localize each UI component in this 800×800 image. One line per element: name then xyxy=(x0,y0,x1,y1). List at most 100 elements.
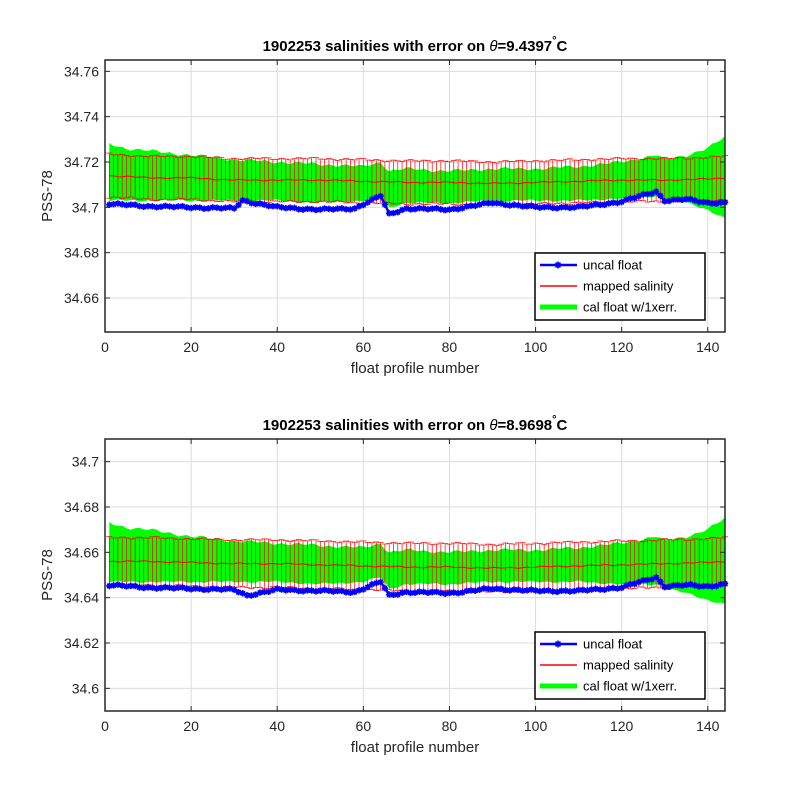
uncal-float-marker xyxy=(420,205,427,212)
uncal-float-marker xyxy=(506,587,513,594)
uncal-float-marker xyxy=(385,591,393,598)
legend-marker xyxy=(554,261,562,269)
uncal-float-marker xyxy=(248,592,255,599)
uncal-float-marker xyxy=(252,591,259,598)
x-tick-label: 20 xyxy=(183,718,199,734)
uncal-float-marker xyxy=(652,574,660,581)
uncal-float-marker xyxy=(243,592,251,599)
uncal-float-marker xyxy=(601,201,608,209)
uncal-float-marker xyxy=(558,587,565,595)
uncal-float-marker xyxy=(187,586,195,593)
uncal-float-marker xyxy=(441,590,449,597)
uncal-float-marker xyxy=(454,205,462,213)
title-prefix: 1902253 salinities with error on xyxy=(263,417,490,434)
uncal-float-marker xyxy=(200,586,208,594)
uncal-float-marker xyxy=(609,199,617,206)
uncal-float-marker xyxy=(476,201,483,208)
uncal-float-marker xyxy=(644,576,651,584)
uncal-float-marker xyxy=(286,586,294,593)
uncal-float-marker xyxy=(454,589,462,597)
x-tick-label: 80 xyxy=(442,339,458,355)
uncal-float-marker xyxy=(106,201,113,208)
axes-frame xyxy=(104,438,726,712)
uncal-float-marker xyxy=(618,198,625,206)
chart-title: 1902253 salinities with error on θ=9.439… xyxy=(263,35,568,55)
uncal-float-marker xyxy=(588,202,595,209)
uncal-float-marker xyxy=(256,589,264,596)
uncal-float-marker xyxy=(166,584,173,591)
uncal-float-marker xyxy=(140,203,147,210)
uncal-float-marker xyxy=(463,203,470,210)
uncal-float-marker xyxy=(683,581,690,589)
uncal-float-marker xyxy=(484,200,492,207)
uncal-float-marker xyxy=(605,585,612,592)
uncal-float-marker xyxy=(700,198,707,206)
uncal-float-marker xyxy=(571,587,578,595)
uncal-float-marker xyxy=(519,587,526,594)
uncal-float-marker xyxy=(480,199,488,207)
uncal-float-marker xyxy=(566,204,574,212)
uncal-float-marker xyxy=(308,205,315,213)
uncal-float-marker xyxy=(381,201,389,208)
uncal-float-marker xyxy=(657,578,664,585)
uncal-float-marker xyxy=(230,586,238,593)
uncal-float-marker xyxy=(179,584,186,591)
uncal-float-marker xyxy=(635,193,643,200)
uncal-float-marker xyxy=(678,582,686,589)
uncal-float-marker xyxy=(282,587,290,594)
uncal-float-marker xyxy=(381,584,389,592)
uncal-float-marker xyxy=(144,584,152,591)
y-tick-label: 34.68 xyxy=(64,245,99,261)
uncal-float-marker xyxy=(317,206,324,213)
uncal-float-marker xyxy=(459,205,466,212)
uncal-float-marker xyxy=(622,196,630,203)
uncal-float-marker xyxy=(605,200,612,207)
uncal-float-marker xyxy=(639,576,647,584)
uncal-float-marker xyxy=(700,582,707,590)
uncal-float-marker xyxy=(317,587,324,595)
uncal-float-marker xyxy=(334,205,341,212)
x-tick-label: 80 xyxy=(442,718,458,734)
uncal-float-marker xyxy=(441,207,449,214)
uncal-float-marker xyxy=(295,587,302,595)
chart-panel-1: 0 20 40 60 80 100 120 140 34.66 34.68 34.7 34.72 34.… xyxy=(39,35,729,377)
uncal-float-marker xyxy=(235,201,242,209)
chart-panel-2: 0 20 40 60 80 100 120 140 34.6 34.62 34.64 34.66 34.… xyxy=(39,414,729,756)
uncal-float-marker xyxy=(713,582,720,590)
uncal-float-marker xyxy=(708,583,716,590)
uncal-float-marker xyxy=(575,586,582,594)
uncal-float-marker xyxy=(265,588,272,596)
uncal-float-marker xyxy=(584,203,591,210)
uncal-float-marker xyxy=(261,201,268,208)
uncal-float-marker xyxy=(528,586,535,593)
uncal-float-marker xyxy=(355,203,363,210)
uncal-float-marker xyxy=(411,589,419,596)
uncal-float-marker xyxy=(338,205,346,212)
uncal-float-marker xyxy=(416,588,423,595)
uncal-float-marker xyxy=(437,589,445,597)
uncal-float-marker xyxy=(119,201,126,208)
uncal-float-marker xyxy=(334,587,341,595)
uncal-float-marker xyxy=(123,201,130,209)
uncal-float-marker xyxy=(506,202,513,209)
y-tick-label: 34.72 xyxy=(64,154,99,170)
legend: uncal float mapped salinity cal float w/1x… xyxy=(534,631,706,700)
uncal-float-marker xyxy=(523,203,531,210)
uncal-float-marker xyxy=(274,203,281,210)
legend-label: uncal float xyxy=(583,637,643,652)
uncal-float-marker xyxy=(536,588,544,595)
title-degree: ° xyxy=(552,35,556,47)
uncal-float-marker xyxy=(222,204,229,211)
uncal-float-marker xyxy=(153,585,160,592)
uncal-float-marker xyxy=(192,585,199,592)
legend-label: cal float w/1xerr. xyxy=(583,300,677,315)
uncal-float-marker xyxy=(377,193,384,200)
uncal-float-marker xyxy=(433,205,440,212)
uncal-float-marker xyxy=(467,202,475,210)
x-tick-label: 140 xyxy=(696,718,720,734)
uncal-float-marker xyxy=(213,585,221,593)
y-axis-label: PSS-78 xyxy=(39,170,56,222)
legend-label: mapped salinity xyxy=(583,658,674,673)
uncal-float-marker xyxy=(670,582,677,589)
uncal-float-marker xyxy=(579,202,587,210)
